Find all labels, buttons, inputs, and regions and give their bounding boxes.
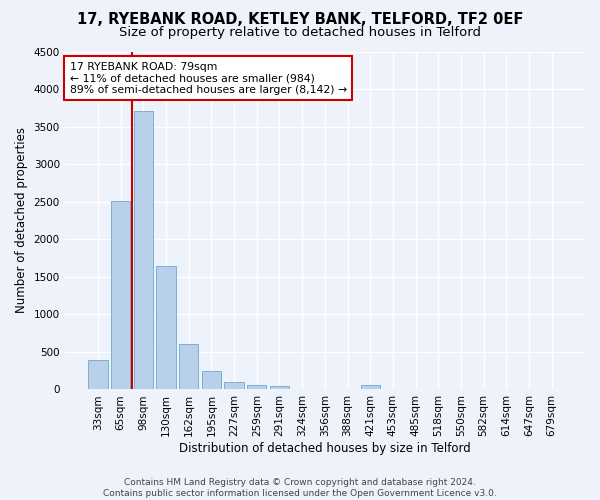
- Text: 17, RYEBANK ROAD, KETLEY BANK, TELFORD, TF2 0EF: 17, RYEBANK ROAD, KETLEY BANK, TELFORD, …: [77, 12, 523, 28]
- Bar: [270, 386, 289, 390]
- Text: Size of property relative to detached houses in Telford: Size of property relative to detached ho…: [119, 26, 481, 39]
- Bar: [224, 382, 244, 390]
- Bar: [202, 371, 221, 390]
- Bar: [134, 111, 153, 390]
- Y-axis label: Number of detached properties: Number of detached properties: [15, 128, 28, 314]
- Bar: [111, 201, 130, 390]
- Bar: [179, 344, 199, 390]
- Bar: [157, 266, 176, 390]
- X-axis label: Distribution of detached houses by size in Telford: Distribution of detached houses by size …: [179, 442, 471, 455]
- Text: Contains HM Land Registry data © Crown copyright and database right 2024.
Contai: Contains HM Land Registry data © Crown c…: [103, 478, 497, 498]
- Bar: [361, 386, 380, 390]
- Bar: [88, 360, 107, 390]
- Bar: [247, 384, 266, 390]
- Text: 17 RYEBANK ROAD: 79sqm
← 11% of detached houses are smaller (984)
89% of semi-de: 17 RYEBANK ROAD: 79sqm ← 11% of detached…: [70, 62, 347, 95]
